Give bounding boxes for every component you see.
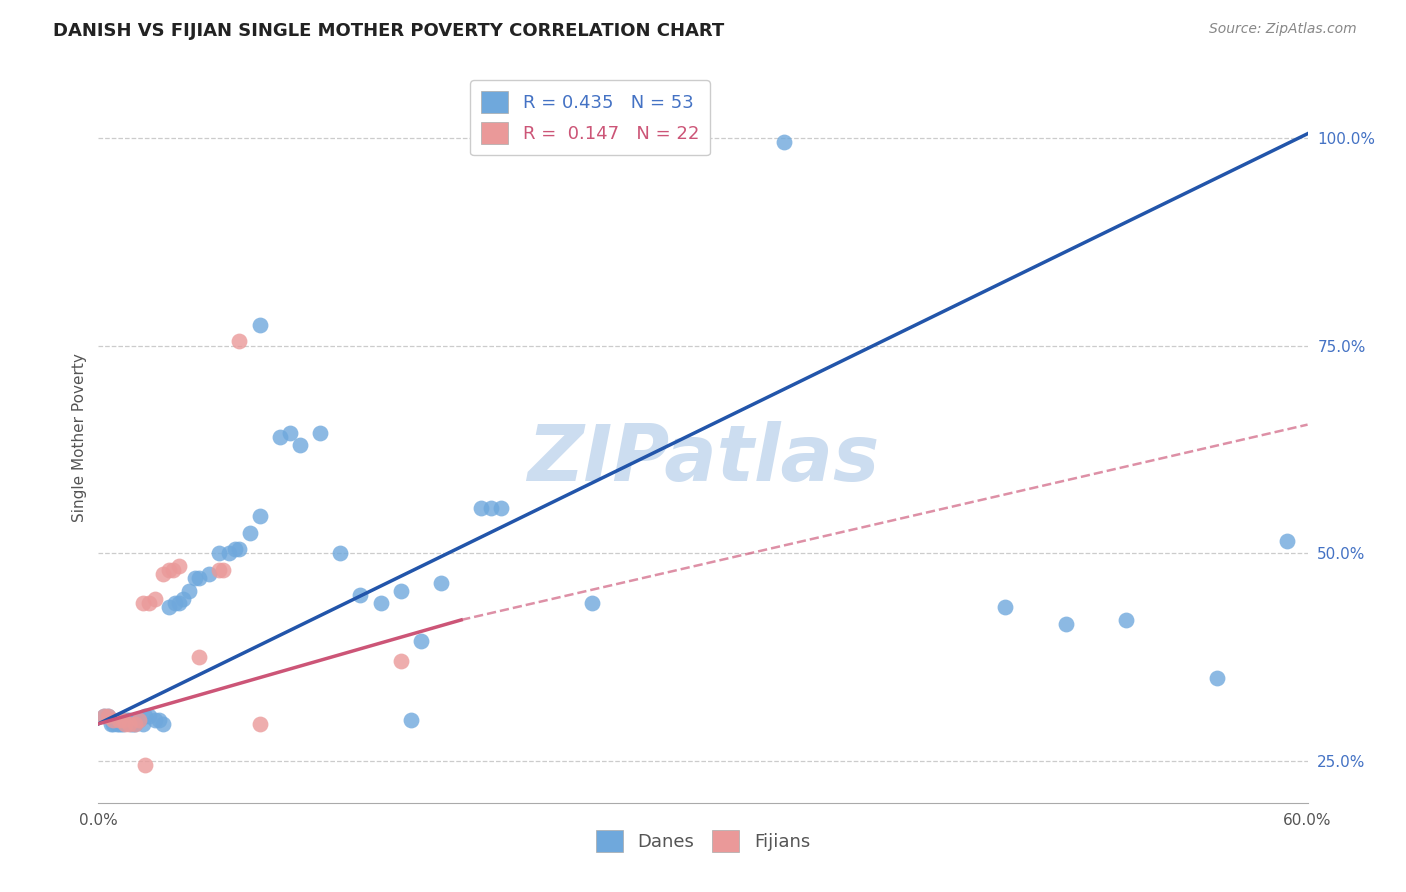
Point: [249, 716, 271, 731]
Point: [591, 816, 613, 830]
Point: [249, 509, 271, 524]
Point: [470, 500, 492, 515]
Point: [107, 713, 129, 727]
Point: [672, 135, 695, 149]
Point: [389, 583, 412, 598]
Point: [188, 571, 211, 585]
Point: [1277, 533, 1299, 548]
Point: [128, 713, 150, 727]
Point: [389, 655, 412, 669]
Point: [581, 596, 603, 610]
Point: [134, 758, 156, 772]
Point: [143, 713, 166, 727]
Point: [162, 563, 184, 577]
Point: [157, 563, 180, 577]
Point: [107, 716, 129, 731]
Point: [249, 318, 271, 332]
Point: [124, 716, 146, 731]
Point: [143, 592, 166, 607]
Point: [121, 716, 143, 731]
Point: [148, 713, 170, 727]
Point: [172, 592, 194, 607]
Point: [163, 596, 186, 610]
Point: [100, 716, 122, 731]
Point: [370, 596, 392, 610]
Point: [228, 334, 250, 349]
Point: [118, 716, 141, 731]
Point: [409, 633, 432, 648]
Point: [430, 575, 453, 590]
Point: [994, 600, 1017, 615]
Point: [1115, 613, 1137, 627]
Point: [125, 713, 148, 727]
Point: [208, 563, 231, 577]
Point: [329, 546, 352, 560]
Point: [399, 713, 422, 727]
Point: [114, 713, 136, 727]
Point: [491, 500, 513, 515]
Point: [120, 716, 142, 731]
Point: [167, 558, 190, 573]
Point: [440, 875, 463, 889]
Point: [128, 713, 150, 727]
Point: [132, 596, 155, 610]
Point: [138, 596, 160, 610]
Point: [269, 430, 291, 444]
Point: [198, 567, 221, 582]
Point: [97, 708, 120, 723]
Point: [97, 708, 120, 723]
Point: [239, 525, 262, 540]
Point: [105, 716, 128, 731]
Text: DANISH VS FIJIAN SINGLE MOTHER POVERTY CORRELATION CHART: DANISH VS FIJIAN SINGLE MOTHER POVERTY C…: [53, 22, 724, 40]
Point: [152, 716, 174, 731]
Point: [93, 708, 115, 723]
Point: [1054, 617, 1077, 632]
Point: [115, 713, 138, 727]
Point: [188, 650, 211, 665]
Point: [152, 567, 174, 582]
Legend: Danes, Fijians: Danes, Fijians: [589, 823, 817, 860]
Point: [93, 708, 115, 723]
Point: [111, 716, 134, 731]
Point: [661, 135, 683, 149]
Point: [101, 716, 124, 731]
Point: [228, 542, 250, 557]
Point: [309, 425, 332, 440]
Point: [101, 713, 124, 727]
Point: [1206, 671, 1229, 685]
Point: [118, 713, 141, 727]
Point: [481, 500, 503, 515]
Point: [224, 542, 246, 557]
Text: Source: ZipAtlas.com: Source: ZipAtlas.com: [1209, 22, 1357, 37]
Y-axis label: Single Mother Poverty: Single Mother Poverty: [72, 352, 87, 522]
Point: [288, 438, 311, 452]
Point: [772, 135, 794, 149]
Point: [208, 546, 231, 560]
Point: [111, 713, 134, 727]
Point: [114, 716, 136, 731]
Point: [278, 425, 301, 440]
Point: [349, 588, 371, 602]
Point: [138, 708, 160, 723]
Point: [132, 716, 155, 731]
Point: [184, 571, 207, 585]
Point: [218, 546, 240, 560]
Point: [179, 583, 201, 598]
Point: [124, 716, 146, 731]
Point: [167, 596, 190, 610]
Point: [110, 716, 132, 731]
Text: ZIPatlas: ZIPatlas: [527, 421, 879, 497]
Point: [212, 563, 235, 577]
Point: [651, 135, 673, 149]
Point: [134, 708, 156, 723]
Point: [157, 600, 180, 615]
